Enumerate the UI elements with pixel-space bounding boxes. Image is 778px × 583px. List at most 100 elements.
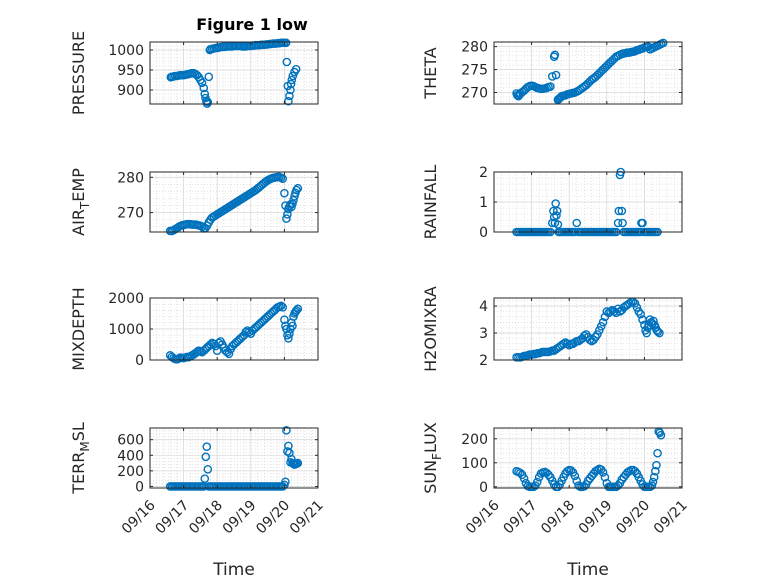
data-point xyxy=(563,466,572,476)
data-point xyxy=(202,442,212,452)
y-axis-label: H2OMIXRA xyxy=(421,286,440,372)
data-point xyxy=(288,71,298,81)
y-tick-label: 270 xyxy=(117,206,144,222)
data-point xyxy=(648,477,658,487)
series-markers xyxy=(165,172,303,236)
y-axis-label: MIXDEPTH xyxy=(69,287,88,370)
data-point xyxy=(276,173,286,182)
y-tick-label: 2 xyxy=(479,353,488,369)
y-tick-label: 280 xyxy=(117,170,144,186)
tick-marks xyxy=(149,428,319,488)
data-point xyxy=(614,206,624,216)
y-axis-label: PRESSURE xyxy=(69,31,88,115)
data-point xyxy=(282,214,291,223)
tick-marks xyxy=(493,428,683,488)
y-axis-label: RAINFALL xyxy=(421,165,440,240)
data-point xyxy=(632,303,642,312)
data-point xyxy=(289,195,298,205)
tick-marks xyxy=(149,297,319,361)
data-point xyxy=(287,75,297,85)
tick-marks xyxy=(149,42,319,104)
y-tick-label: 0 xyxy=(479,480,488,496)
y-tick-label: 1000 xyxy=(108,322,144,338)
data-point xyxy=(625,466,634,476)
data-point xyxy=(546,82,555,91)
data-point xyxy=(293,304,303,314)
data-point xyxy=(293,183,303,193)
y-tick-label: 200 xyxy=(461,432,488,448)
data-point xyxy=(649,472,659,482)
data-point xyxy=(291,64,301,74)
data-point xyxy=(212,346,222,356)
data-point xyxy=(285,91,294,101)
y-tick-label: 3 xyxy=(479,326,488,342)
y-tick-label: 950 xyxy=(117,63,144,79)
y-tick-label: 280 xyxy=(461,40,488,56)
data-point xyxy=(278,482,288,491)
tick-marks xyxy=(493,298,683,361)
axes-box xyxy=(149,41,319,105)
y-tick-label: 200 xyxy=(117,464,144,480)
series-markers xyxy=(512,297,664,362)
data-point xyxy=(280,188,289,198)
subplot-theta: 270 275 280 THETA xyxy=(421,38,683,105)
data-point xyxy=(206,340,215,349)
axes-box xyxy=(493,297,683,361)
y-tick-label: 900 xyxy=(117,83,144,99)
data-point xyxy=(572,476,582,486)
data-point xyxy=(630,299,640,308)
y-axis-label: AIRTEMP xyxy=(69,168,92,236)
tick-marks xyxy=(493,42,683,104)
y-tick-label: 1 xyxy=(479,195,488,211)
data-point xyxy=(551,70,561,80)
data-point xyxy=(652,460,661,470)
series-markers xyxy=(166,38,301,108)
data-point xyxy=(572,218,582,228)
data-point xyxy=(519,474,529,483)
y-tick-label: 275 xyxy=(461,63,488,79)
figure-title: Figure 1 low xyxy=(196,15,308,34)
data-point xyxy=(656,430,666,440)
data-point xyxy=(550,50,560,60)
data-point xyxy=(547,72,557,81)
data-point xyxy=(647,481,657,490)
data-point xyxy=(203,97,213,107)
data-point xyxy=(292,306,301,315)
data-point xyxy=(286,85,295,95)
x-axis-label: Time xyxy=(566,560,609,580)
data-point xyxy=(200,474,210,483)
data-point xyxy=(276,301,286,311)
data-point xyxy=(553,482,563,492)
y-tick-label: 2000 xyxy=(108,291,144,307)
data-point xyxy=(288,321,297,331)
data-point xyxy=(282,57,292,67)
x-axis-label: Time xyxy=(212,560,255,580)
y-tick-label: 1000 xyxy=(108,43,144,59)
data-point xyxy=(642,328,651,338)
axes-box xyxy=(493,41,683,105)
data-point xyxy=(282,426,291,435)
tick-marks xyxy=(493,171,683,233)
series-markers xyxy=(512,427,666,492)
data-point xyxy=(288,199,297,209)
subplot-h2omixra: 2 3 4 H2OMIXRA xyxy=(421,286,683,372)
data-point xyxy=(613,481,623,490)
data-point xyxy=(224,349,234,359)
y-tick-label: 100 xyxy=(461,456,488,472)
data-point xyxy=(283,447,292,456)
data-point xyxy=(292,185,301,195)
data-point xyxy=(606,307,615,316)
data-point xyxy=(281,477,290,487)
data-point xyxy=(204,72,214,82)
y-tick-label: 0 xyxy=(135,353,144,369)
data-point xyxy=(278,174,288,184)
subplot-mixdepth: 0 1000 2000 MIXDEPTH xyxy=(69,287,319,371)
data-point xyxy=(653,327,663,336)
data-point xyxy=(552,211,561,220)
y-tick-label: 2 xyxy=(479,165,488,181)
y-tick-label: 0 xyxy=(135,479,144,495)
data-point xyxy=(596,322,606,331)
subplot-airtemp: 270 280 AIRTEMP xyxy=(69,168,319,236)
y-axis-label: TERRMSL xyxy=(69,422,92,495)
data-point xyxy=(617,206,627,216)
